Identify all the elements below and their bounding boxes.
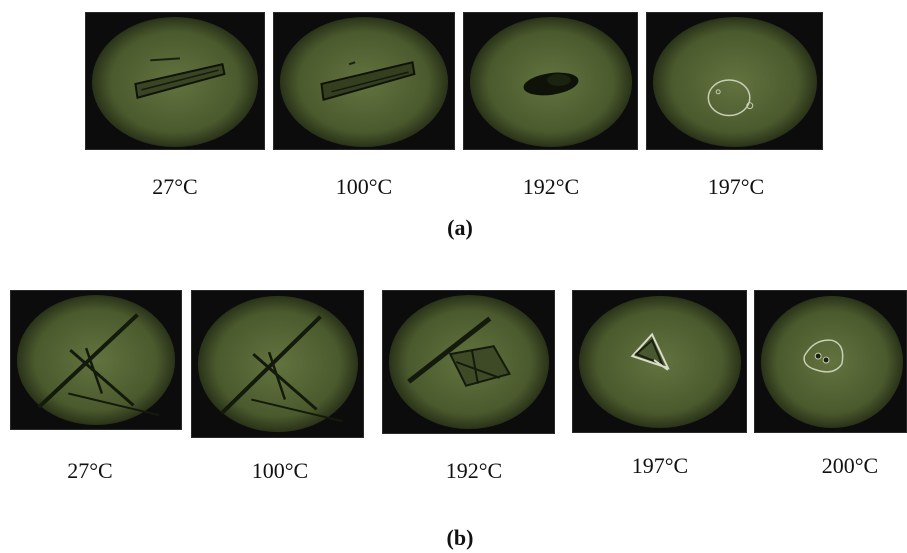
temperature-label: 192°C — [445, 458, 503, 483]
temperature-label: 192°C — [522, 174, 580, 199]
micrograph-image — [464, 13, 637, 149]
micrograph-a-100c — [273, 12, 455, 150]
panel-label-a: (a) — [447, 215, 473, 240]
micrograph-image — [86, 13, 264, 149]
micrograph-image — [647, 13, 822, 149]
micrograph-a-27c — [85, 12, 265, 150]
temperature-label: 100°C — [251, 458, 309, 483]
temperature-label: 27°C — [152, 174, 198, 199]
temperature-label: 197°C — [631, 453, 689, 478]
micrograph-b-100c — [191, 290, 364, 438]
micrograph-b-192c — [382, 290, 555, 434]
micrograph-b-27c — [10, 290, 182, 430]
micrograph-image — [192, 291, 363, 437]
micrograph-b-200c — [754, 290, 907, 433]
micrograph-image — [274, 13, 454, 149]
micrograph-image — [383, 291, 554, 433]
temperature-label: 27°C — [67, 458, 113, 483]
micrograph-image — [11, 291, 181, 429]
micrograph-image — [755, 291, 906, 432]
micrograph-a-192c — [463, 12, 638, 150]
panel-label-b: (b) — [446, 525, 474, 550]
temperature-label: 100°C — [335, 174, 393, 199]
temperature-label: 197°C — [707, 174, 765, 199]
micrograph-a-197c — [646, 12, 823, 150]
temperature-label: 200°C — [821, 453, 879, 478]
micrograph-image — [573, 291, 746, 432]
micrograph-b-197c — [572, 290, 747, 433]
